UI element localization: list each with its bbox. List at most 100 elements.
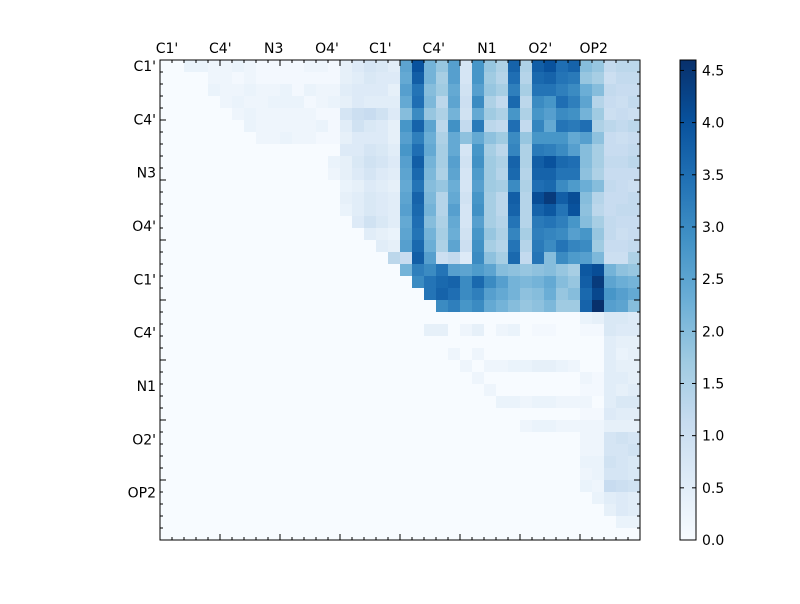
heatmap-cell	[628, 432, 641, 445]
heatmap-cell	[328, 132, 341, 145]
heatmap-cell	[160, 276, 173, 289]
heatmap-cell	[556, 480, 569, 493]
heatmap-cell	[376, 168, 389, 181]
heatmap-cell	[472, 480, 485, 493]
y-tick-label: C4'	[133, 112, 156, 128]
heatmap-cell	[364, 468, 377, 481]
heatmap-cell	[388, 96, 401, 109]
heatmap-cell	[628, 180, 641, 193]
heatmap-cell	[424, 492, 437, 505]
heatmap-cell	[424, 192, 437, 205]
heatmap-cell	[592, 288, 605, 301]
heatmap-cell	[556, 444, 569, 457]
y-tick-label: C1'	[133, 272, 156, 288]
heatmap-cell	[400, 336, 413, 349]
heatmap-cell	[496, 372, 509, 385]
heatmap-cell	[184, 504, 197, 517]
heatmap-cell	[160, 408, 173, 421]
heatmap-cell	[424, 528, 437, 541]
heatmap-cell	[184, 480, 197, 493]
heatmap-cell	[532, 432, 545, 445]
heatmap-cell	[556, 396, 569, 409]
heatmap-cell	[388, 108, 401, 121]
heatmap-cell	[472, 312, 485, 325]
heatmap-cell	[220, 372, 233, 385]
heatmap-cell	[388, 132, 401, 145]
heatmap-cell	[220, 132, 233, 145]
heatmap-cell	[256, 108, 269, 121]
heatmap-cell	[544, 456, 557, 469]
heatmap-cell	[388, 240, 401, 253]
heatmap-cell	[532, 336, 545, 349]
heatmap-cell	[436, 72, 449, 85]
heatmap-cell	[220, 348, 233, 361]
heatmap-cell	[532, 192, 545, 205]
heatmap-cell	[544, 432, 557, 445]
heatmap-cell	[460, 516, 473, 529]
heatmap-cell	[508, 120, 521, 133]
heatmap-cell	[172, 420, 185, 433]
heatmap-cell	[424, 252, 437, 265]
heatmap-cell	[268, 96, 281, 109]
heatmap-cell	[604, 492, 617, 505]
heatmap-cell	[628, 252, 641, 265]
heatmap-cell	[232, 480, 245, 493]
heatmap-cell	[436, 264, 449, 277]
heatmap-cell	[628, 72, 641, 85]
heatmap-cell	[424, 516, 437, 529]
heatmap-cell	[328, 372, 341, 385]
heatmap-cell	[304, 180, 317, 193]
heatmap-cell	[544, 216, 557, 229]
heatmap-cell	[352, 372, 365, 385]
heatmap-cell	[268, 156, 281, 169]
heatmap-cell	[160, 528, 173, 541]
heatmap-cell	[604, 192, 617, 205]
heatmap-cell	[628, 396, 641, 409]
heatmap-cell	[448, 528, 461, 541]
heatmap-cell	[616, 192, 629, 205]
heatmap-cell	[520, 504, 533, 517]
heatmap-cell	[268, 84, 281, 97]
heatmap-cell	[532, 180, 545, 193]
heatmap-cell	[460, 168, 473, 181]
heatmap-cell	[376, 120, 389, 133]
x-tick-label: O4'	[315, 41, 339, 57]
heatmap-cell	[568, 468, 581, 481]
heatmap-cell	[184, 312, 197, 325]
heatmap-cell	[232, 408, 245, 421]
heatmap-cells	[160, 60, 641, 541]
heatmap-cell	[436, 228, 449, 241]
heatmap-cell	[556, 468, 569, 481]
heatmap-cell	[424, 336, 437, 349]
heatmap-cell	[328, 84, 341, 97]
heatmap-cell	[472, 168, 485, 181]
heatmap-cell	[484, 204, 497, 217]
heatmap-cell	[556, 492, 569, 505]
heatmap-cell	[280, 132, 293, 145]
heatmap-cell	[160, 324, 173, 337]
heatmap-cell	[388, 456, 401, 469]
heatmap-cell	[352, 384, 365, 397]
heatmap-cell	[412, 216, 425, 229]
heatmap-cell	[604, 156, 617, 169]
y-tick-label: C1'	[133, 59, 156, 75]
heatmap-cell	[400, 204, 413, 217]
heatmap-cell	[580, 60, 593, 73]
heatmap-cell	[580, 360, 593, 373]
heatmap-cell	[472, 204, 485, 217]
heatmap-cell	[376, 216, 389, 229]
heatmap-cell	[232, 348, 245, 361]
heatmap-cell	[532, 468, 545, 481]
heatmap-cell	[520, 204, 533, 217]
heatmap-cell	[292, 324, 305, 337]
heatmap-cell	[340, 420, 353, 433]
heatmap-cell	[256, 456, 269, 469]
heatmap-cell	[376, 264, 389, 277]
heatmap-cell	[592, 120, 605, 133]
heatmap-cell	[184, 420, 197, 433]
heatmap-cell	[376, 372, 389, 385]
heatmap-cell	[460, 192, 473, 205]
heatmap-cell	[616, 216, 629, 229]
heatmap-cell	[532, 504, 545, 517]
heatmap-cell	[196, 276, 209, 289]
